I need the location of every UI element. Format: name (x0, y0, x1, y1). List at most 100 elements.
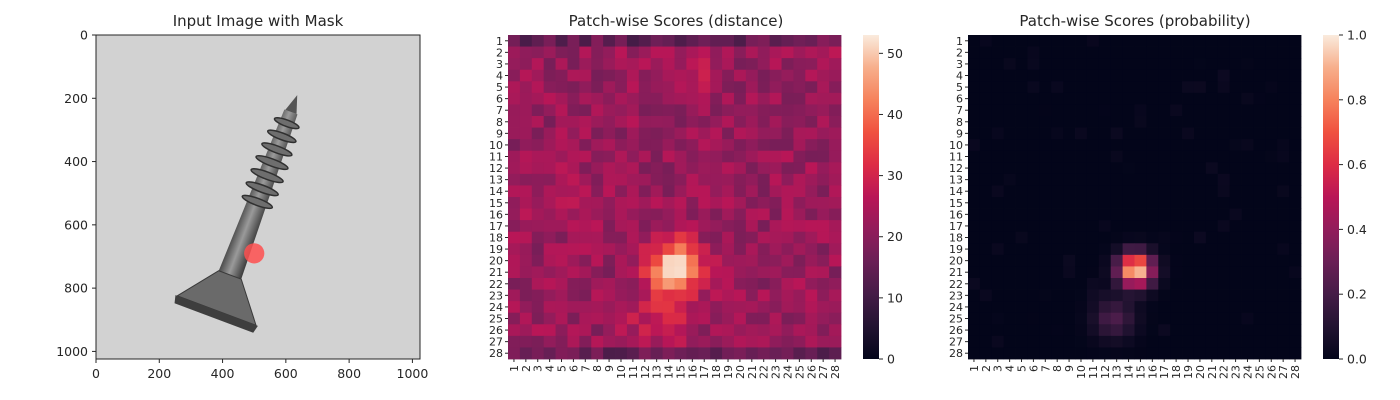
heatmap-cell (662, 139, 675, 152)
heatmap-cell (1098, 150, 1112, 163)
heatmap-cell (615, 347, 628, 360)
heatmap-cell (1289, 324, 1302, 337)
heatmap-cell (1075, 173, 1088, 186)
heatmap-cell (710, 347, 723, 360)
heatmap-cell (722, 162, 735, 175)
heatmap-cell (638, 58, 652, 71)
heatmap-cell (1015, 58, 1028, 71)
col-tick-label: 1 (508, 365, 521, 372)
heatmap-cell (1051, 127, 1064, 140)
heatmap-cell (1265, 92, 1278, 105)
heatmap-cell (1265, 220, 1278, 233)
heatmap-cell (1003, 231, 1016, 244)
heatmap-cell (1063, 278, 1076, 290)
heatmap-cell (781, 266, 794, 279)
heatmap-cell (674, 150, 687, 163)
heatmap-cell (603, 104, 616, 117)
heatmap-cell (991, 254, 1005, 267)
heatmap-cell (1027, 58, 1040, 71)
heatmap-cell (781, 185, 794, 198)
heatmap-cell (1158, 197, 1171, 209)
heatmap-cell (555, 347, 568, 360)
heatmap-cell (968, 185, 981, 198)
heatmap-cell (733, 35, 747, 47)
heatmap-cell (1134, 243, 1147, 256)
heatmap-cell (531, 312, 545, 325)
heatmap-cell (781, 312, 794, 325)
heatmap-cell (979, 127, 993, 140)
heatmap-cell (698, 197, 711, 209)
heatmap-cell (769, 301, 782, 314)
heatmap-cell (1265, 46, 1278, 59)
colorbar-tick-label: 0.4 (1347, 222, 1367, 237)
heatmap-cell (519, 289, 533, 302)
heatmap-cell (579, 312, 592, 325)
heatmap-cell (710, 185, 723, 198)
heatmap-cell (1229, 35, 1242, 47)
heatmap-cell (1134, 220, 1147, 233)
heatmap-cell (579, 81, 592, 94)
heatmap-cell (519, 335, 533, 348)
heatmap-cell (1063, 335, 1076, 348)
heatmap-cell (829, 243, 842, 256)
heatmap-cell (1205, 208, 1219, 221)
heatmap-cell (650, 139, 663, 152)
heatmap-cell (733, 335, 747, 348)
heatmap-cell (1146, 116, 1159, 128)
heatmap-cell (1086, 231, 1100, 244)
heatmap-cell (1051, 92, 1064, 105)
heatmap-cell (1015, 324, 1028, 337)
heatmap-cell (1170, 266, 1183, 279)
row-tick-label: 12 (489, 162, 503, 175)
heatmap-cell (1170, 208, 1183, 221)
heatmap-cell (579, 254, 592, 267)
heatmap-cell (1205, 243, 1219, 256)
heatmap-cell (1027, 150, 1040, 163)
probability-colorbar-ticks: 0.00.20.40.60.81.0 (1339, 28, 1367, 367)
heatmap-cell (1003, 208, 1016, 221)
heatmap-cell (579, 162, 592, 175)
heatmap-cell (1063, 127, 1076, 140)
row-tick-label: 22 (949, 278, 963, 291)
col-tick-label: 12 (1099, 365, 1112, 379)
heatmap-cell (1158, 312, 1171, 325)
heatmap-cell (722, 185, 735, 198)
heatmap-cell (1015, 150, 1028, 163)
heatmap-cell (591, 231, 604, 244)
heatmap-cell (519, 139, 533, 152)
heatmap-cell (817, 289, 830, 302)
heatmap-cell (674, 162, 687, 175)
heatmap-cell (805, 104, 818, 117)
heatmap-cell (1063, 162, 1076, 175)
heatmap-cell (1229, 92, 1242, 105)
heatmap-cell (638, 69, 652, 82)
heatmap-cell (1217, 254, 1231, 267)
heatmap-cell (1146, 347, 1159, 360)
heatmap-cell (805, 312, 818, 325)
heatmap-cell (567, 278, 580, 290)
heatmap-cell (1241, 92, 1254, 105)
heatmap-cell (745, 58, 759, 71)
colorbar-tick-label: 40 (887, 107, 903, 122)
heatmap-cell (1205, 335, 1219, 348)
heatmap-cell (638, 173, 652, 186)
heatmap-cell (781, 208, 794, 221)
heatmap-cell (769, 197, 782, 209)
heatmap-cell (591, 139, 604, 152)
heatmap-cell (1122, 278, 1135, 290)
heatmap-cell (1075, 335, 1088, 348)
heatmap-cell (1027, 278, 1040, 290)
heatmap-cell (1063, 312, 1076, 325)
heatmap-cell (531, 208, 545, 221)
col-tick-label: 19 (1182, 365, 1195, 379)
heatmap-cell (1075, 81, 1088, 94)
colorbar-tick-label: 20 (887, 229, 903, 244)
heatmap-cell (1205, 58, 1219, 71)
heatmap-cell (698, 324, 711, 337)
heatmap-cell (733, 243, 747, 256)
heatmap-cell (1122, 301, 1135, 314)
heatmap-cell (1146, 104, 1159, 117)
heatmap-cell (1170, 231, 1183, 244)
heatmap-cell (508, 208, 521, 221)
heatmap-cell (769, 208, 782, 221)
